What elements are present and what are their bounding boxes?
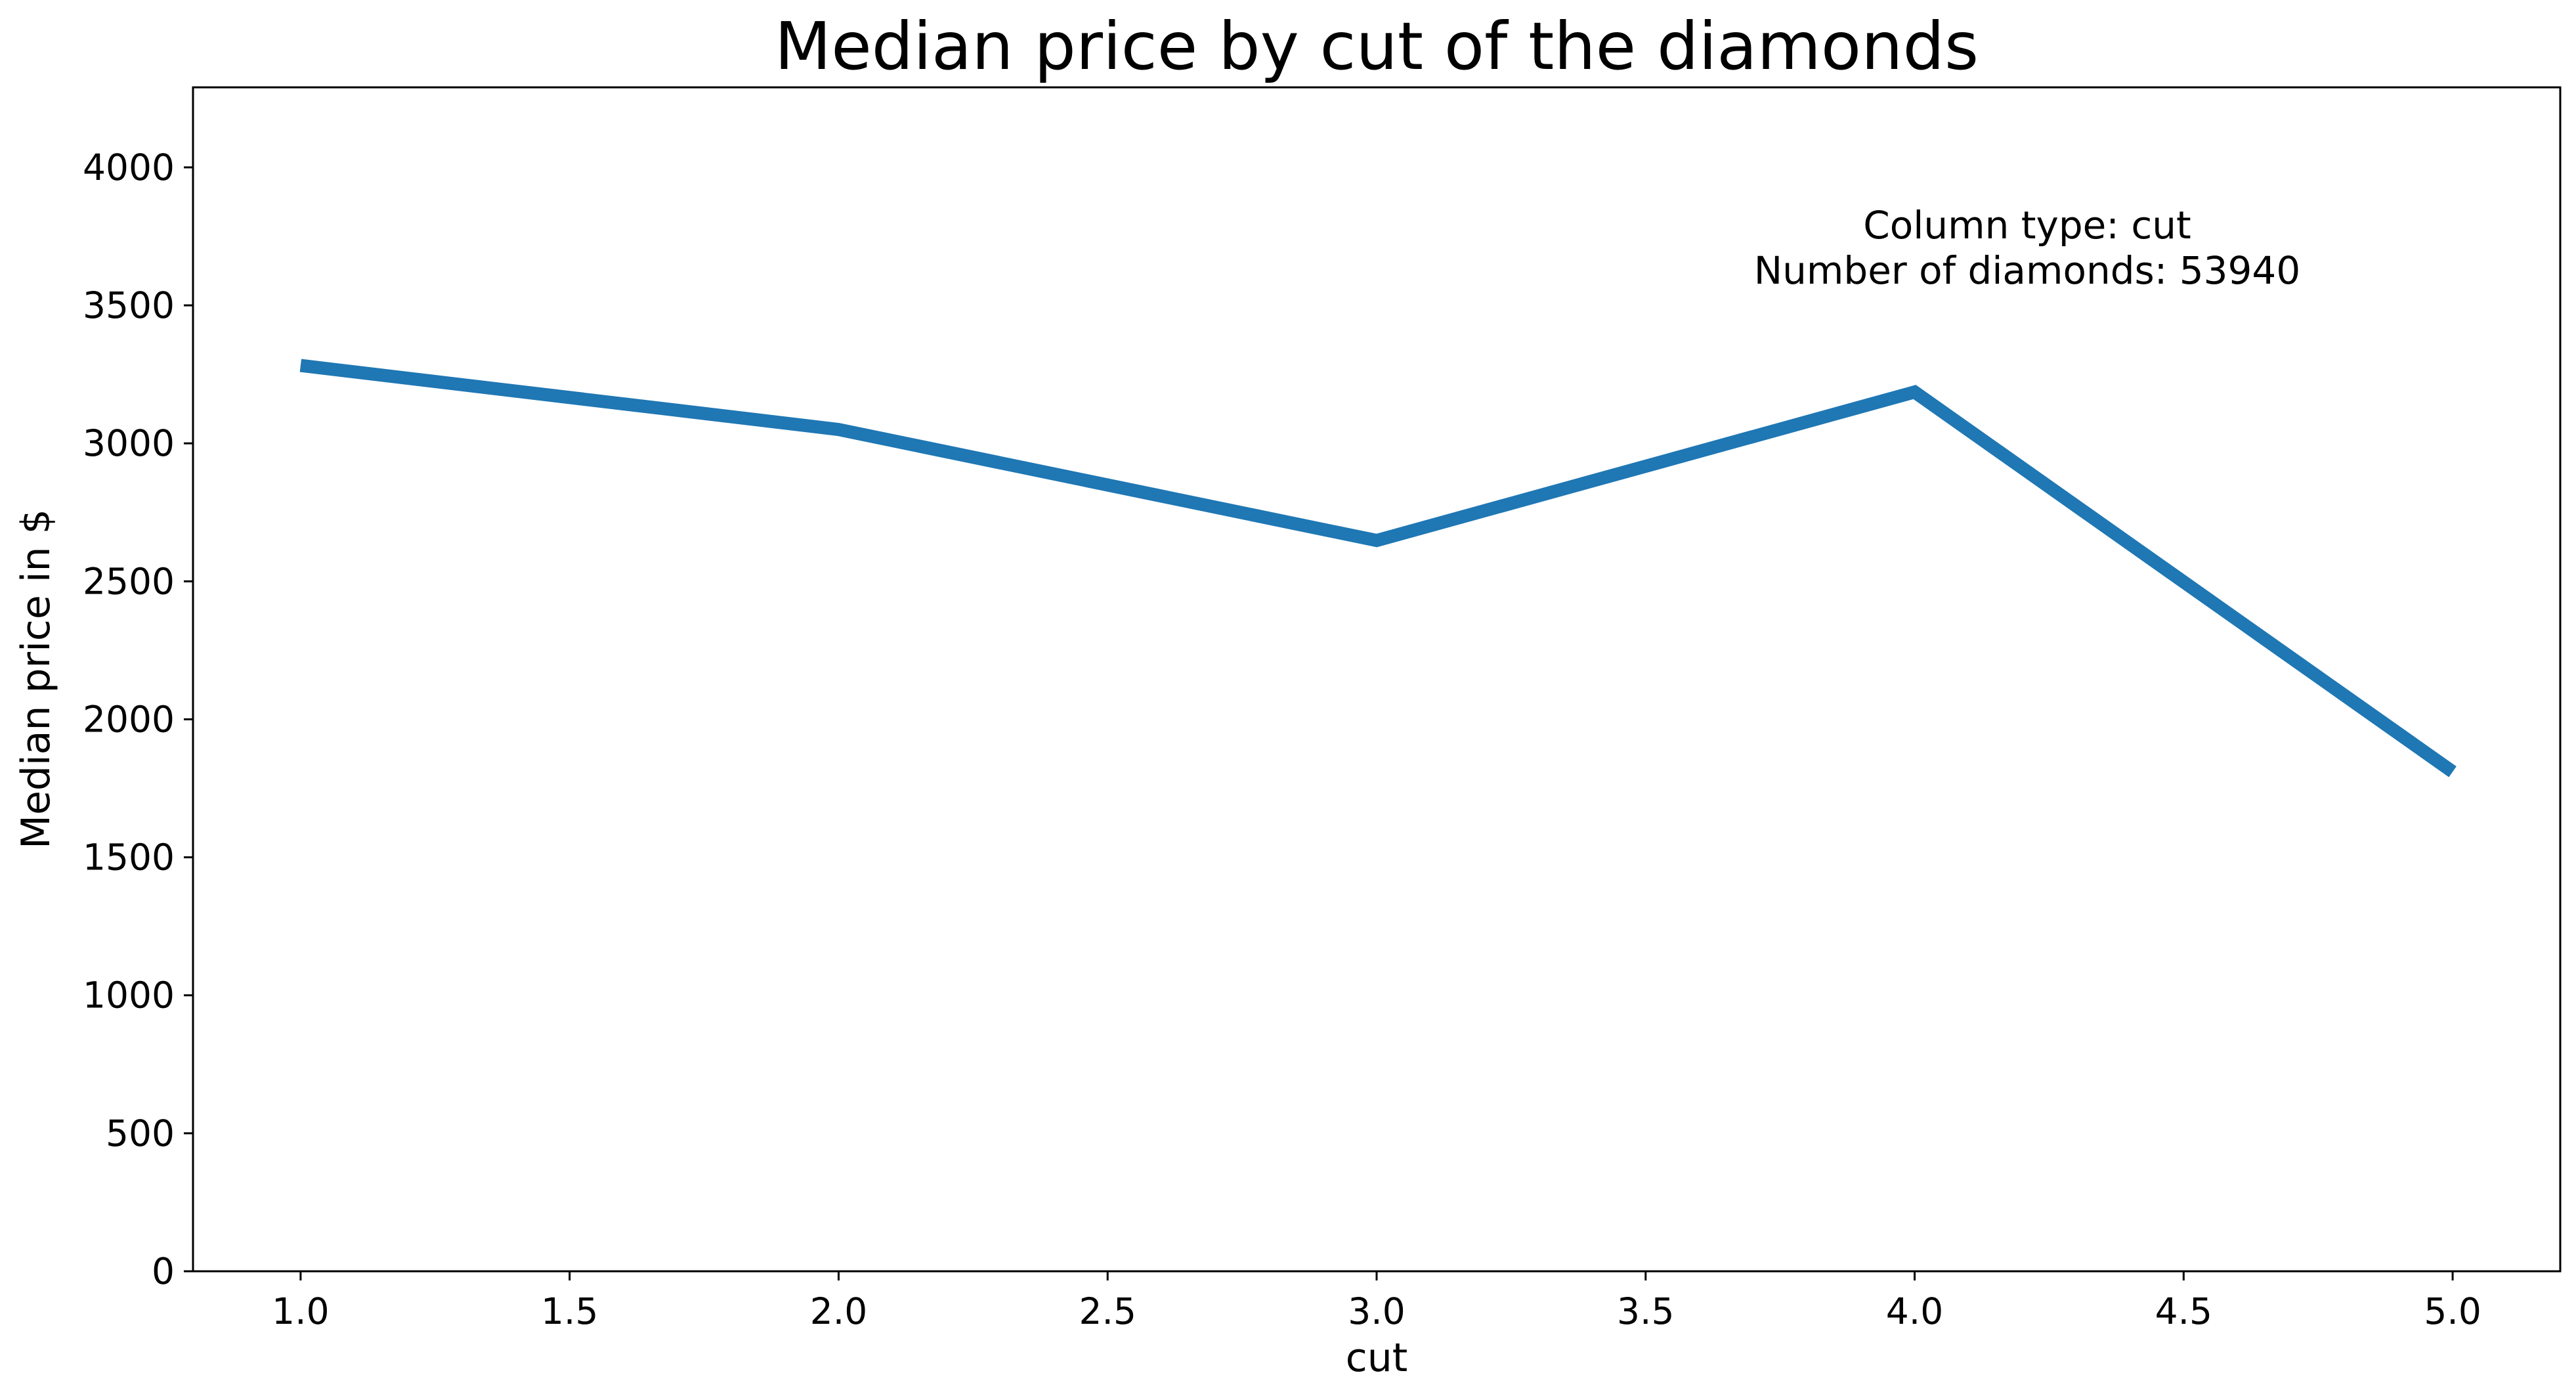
y-tick-label: 0: [152, 1250, 175, 1292]
series-line: [299, 359, 2457, 777]
y-tick-label: 3500: [83, 284, 175, 326]
y-axis-ticks: 0 500 1000 1500 2000 2500 3000 3500 4000: [83, 146, 193, 1292]
x-tick-label: 1.0: [272, 1290, 329, 1332]
x-axis-ticks: 1.0 1.5 2.0 2.5 3.0 3.5 4.0 4.5 5.0: [272, 1271, 2481, 1332]
y-tick-label: 2000: [83, 698, 175, 740]
plot-frame: [192, 86, 2562, 1273]
x-tick-label: 4.5: [2155, 1290, 2212, 1332]
x-tick-label: 2.0: [810, 1290, 867, 1332]
y-tick-label: 2500: [83, 560, 175, 602]
x-tick-label: 3.0: [1348, 1290, 1405, 1332]
chart-title: Median price by cut of the diamonds: [775, 8, 1979, 85]
y-tick-label: 500: [106, 1112, 175, 1154]
y-tick-label: 1500: [83, 837, 175, 879]
x-tick-label: 4.0: [1886, 1290, 1943, 1332]
x-tick-label: 5.0: [2424, 1290, 2481, 1332]
y-tick-label: 1000: [83, 974, 175, 1016]
annotation-diamond-count: Number of diamonds: 53940: [1754, 248, 2301, 293]
y-tick-label: 4000: [83, 146, 175, 188]
x-axis-label: cut: [1346, 1335, 1408, 1381]
x-tick-label: 1.5: [541, 1290, 598, 1332]
y-tick-label: 3000: [83, 422, 175, 464]
annotation-column-type: Column type: cut: [1863, 203, 2191, 248]
x-tick-label: 3.5: [1617, 1290, 1674, 1332]
x-tick-label: 2.5: [1079, 1290, 1136, 1332]
y-axis-label: Median price in $: [13, 509, 59, 849]
